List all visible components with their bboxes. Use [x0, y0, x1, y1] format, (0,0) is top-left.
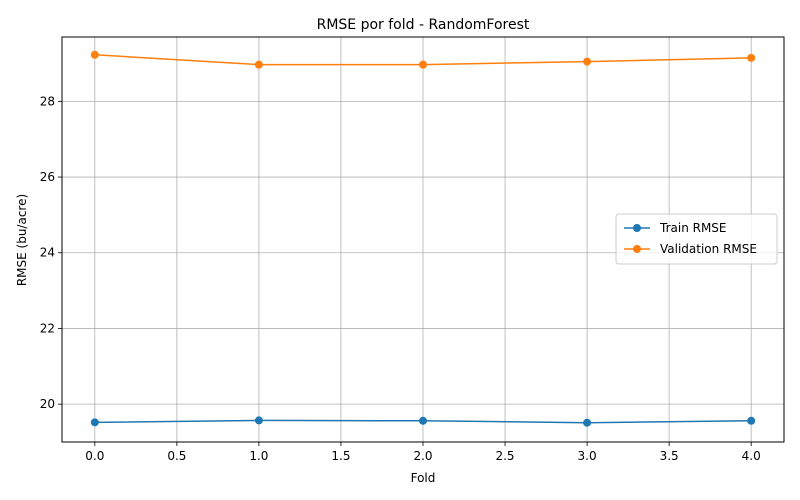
- train-rmse-point: [254, 416, 263, 425]
- y-axis-title: RMSE (bu/acre): [15, 194, 29, 286]
- validation-rmse-point: [419, 60, 427, 69]
- train-rmse-legend-label: Train RMSE: [659, 221, 727, 235]
- validation-rmse-point: [254, 60, 263, 69]
- legend-box: [615, 213, 778, 265]
- train-rmse-point: [419, 416, 427, 425]
- train-rmse-legend-marker: [633, 224, 641, 232]
- x-tick-label: 3.5: [660, 449, 679, 463]
- x-tick-label: 1.5: [331, 449, 350, 463]
- series-layer: [90, 50, 756, 427]
- x-tick-label: 1.0: [249, 449, 268, 463]
- validation-rmse-point: [583, 57, 592, 66]
- x-tick-label: 2.5: [495, 449, 514, 463]
- legend: Train RMSE Validation RMSE: [615, 213, 778, 265]
- grid-layer: [62, 37, 784, 442]
- x-tick-label: 0.0: [85, 449, 104, 463]
- y-tick-label: 24: [40, 246, 55, 260]
- x-axis: 0.0 0.5 1.0 1.5 2.0 2.5 3.0 3.5 4.0: [85, 442, 761, 463]
- validation-rmse-point: [747, 53, 756, 62]
- y-tick-label: 20: [40, 397, 55, 411]
- y-tick-label: 28: [40, 94, 55, 108]
- x-tick-label: 3.0: [578, 449, 597, 463]
- y-axis: 20 22 24 26 28: [40, 94, 62, 411]
- validation-rmse-legend-label: Validation RMSE: [660, 242, 757, 256]
- train-rmse-point: [747, 416, 756, 425]
- validation-rmse-legend-marker: [633, 245, 641, 253]
- y-tick-label: 26: [40, 170, 55, 184]
- validation-rmse-point: [90, 50, 99, 59]
- y-tick-label: 22: [40, 321, 55, 335]
- x-tick-label: 4.0: [742, 449, 761, 463]
- train-rmse-point: [583, 418, 592, 427]
- chart-title: RMSE por fold - RandomForest: [317, 17, 530, 33]
- train-rmse-point: [90, 418, 99, 427]
- x-tick-label: 0.5: [167, 449, 186, 463]
- x-tick-label: 2.0: [413, 449, 432, 463]
- x-axis-title: Fold: [411, 471, 436, 485]
